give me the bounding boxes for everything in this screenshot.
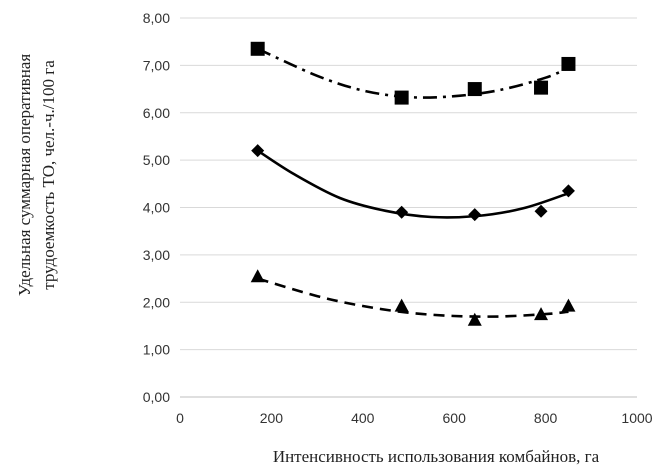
data-point-triangle: [467, 312, 482, 326]
x-axis-title: Интенсивность использования комбайнов, г…: [273, 447, 600, 466]
y-tick-labels: 0,00 1,00 2,00 3,00 4,00 5,00 6,00 7,00 8,00: [143, 10, 170, 405]
data-point-triangle: [534, 307, 549, 321]
trend-lines: [256, 47, 570, 318]
y-axis-title-line-2: трудоемкость ТО, чел.-ч./100 га: [39, 60, 58, 290]
data-point-diamond: [468, 208, 482, 222]
data-point-diamond: [561, 184, 575, 198]
x-tick-label: 800: [534, 410, 558, 426]
data-point-diamond: [251, 144, 265, 158]
x-tick-labels: 0 200 400 600 800 1000: [176, 410, 653, 426]
trend-line-diamond: [256, 149, 569, 219]
data-point-square: [534, 80, 549, 95]
grid-lines: [180, 17, 637, 351]
y-axis-title: Удельная суммарная оперативная трудоемко…: [15, 54, 58, 296]
trend-line-square: [257, 47, 570, 99]
data-point-diamond: [534, 204, 548, 218]
x-tick-label: 400: [351, 410, 375, 426]
x-tick-label: 1000: [621, 410, 652, 426]
x-tick-label: 600: [443, 410, 467, 426]
data-point-square: [250, 41, 265, 56]
y-tick-label: 2,00: [143, 294, 170, 310]
y-tick-label: 1,00: [143, 342, 170, 358]
data-point-square: [394, 90, 409, 105]
trend-line-triangle: [257, 277, 569, 318]
data-point-square: [467, 82, 482, 97]
y-tick-label: 7,00: [143, 57, 170, 73]
y-tick-label: 6,00: [143, 105, 170, 121]
y-axis-title-line-1: Удельная суммарная оперативная: [15, 54, 34, 296]
x-tick-label: 200: [260, 410, 284, 426]
y-tick-label: 8,00: [143, 10, 170, 26]
y-tick-label: 4,00: [143, 200, 170, 216]
y-tick-label: 3,00: [143, 247, 170, 263]
y-tick-label: 5,00: [143, 152, 170, 168]
data-point-square: [561, 56, 576, 71]
y-tick-label: 0,00: [143, 389, 170, 405]
data-point-diamond: [395, 205, 409, 219]
x-tick-label: 0: [176, 410, 184, 426]
data-point-triangle: [394, 298, 409, 312]
data-point-triangle: [561, 298, 576, 312]
data-point-triangle: [250, 269, 265, 283]
data-markers: [250, 41, 576, 326]
